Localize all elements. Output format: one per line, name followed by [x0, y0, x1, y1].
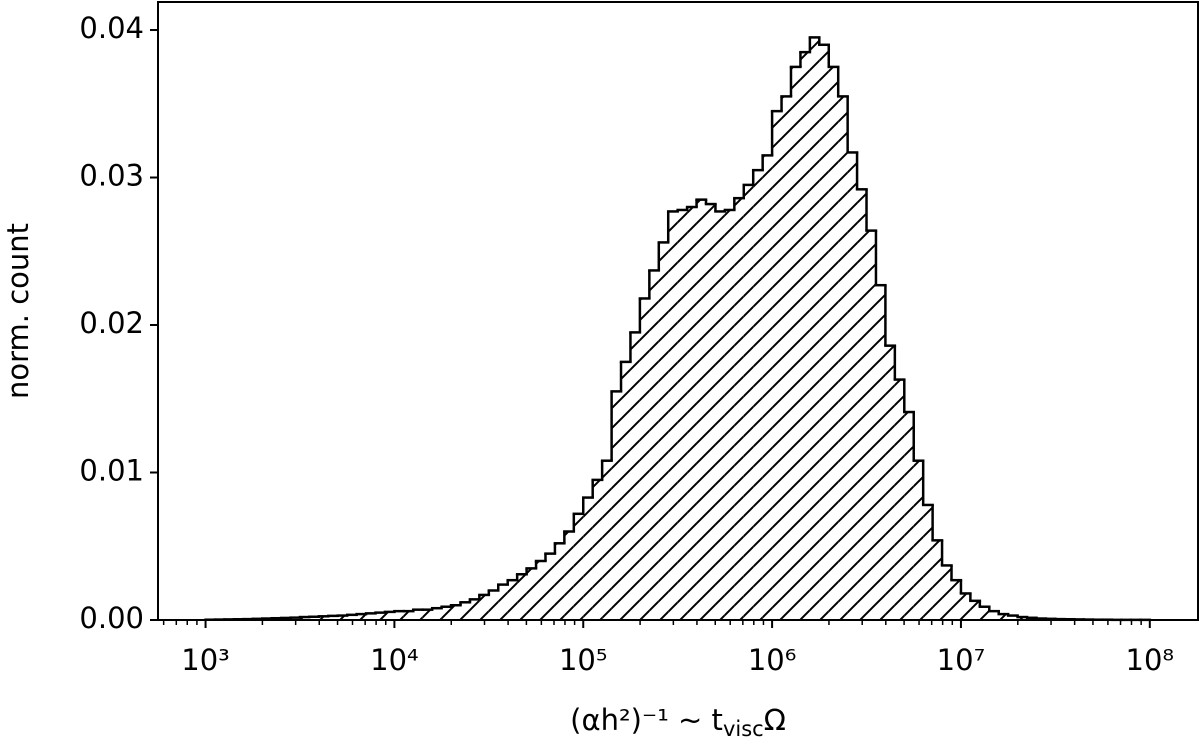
bar: [932, 540, 943, 620]
bar: [469, 599, 480, 620]
bar: [706, 204, 716, 620]
bar: [309, 616, 319, 620]
bar: [743, 184, 754, 620]
bar: [356, 614, 367, 620]
bar: [413, 609, 423, 620]
bar: [460, 602, 470, 620]
x-tick-label: 10⁷: [937, 643, 986, 677]
bar: [451, 605, 461, 620]
bar: [942, 565, 952, 620]
bar: [687, 207, 697, 620]
bar: [592, 479, 603, 620]
bar: [857, 189, 867, 620]
bar: [979, 606, 990, 620]
bar: [517, 574, 527, 620]
bar: [536, 561, 546, 620]
bar: [819, 44, 829, 621]
bar: [554, 543, 565, 620]
x-tick-label: 10³: [181, 643, 230, 677]
bar: [649, 270, 659, 620]
bar: [772, 111, 782, 621]
bar: [621, 361, 631, 620]
bar: [299, 617, 310, 620]
bar: [989, 611, 999, 620]
x-tick-label: 10⁴: [370, 643, 419, 677]
bar: [441, 606, 452, 620]
bar: [828, 66, 839, 620]
x-tick-label: 10⁵: [559, 643, 608, 677]
bar: [384, 611, 395, 620]
bar: [696, 199, 707, 620]
bar: [583, 497, 593, 620]
bar: [923, 504, 933, 620]
bar: [1008, 615, 1018, 620]
y-tick-label: 0.03: [79, 159, 144, 193]
y-axis-label: norm. count: [1, 223, 35, 399]
x-axis-label-sub: visc: [723, 717, 764, 741]
bar: [715, 211, 725, 620]
bar: [951, 580, 961, 620]
bar: [488, 590, 499, 620]
bar: [498, 584, 508, 620]
bar: [866, 230, 876, 620]
bar: [507, 580, 518, 620]
bar: [847, 152, 858, 620]
bar: [762, 155, 773, 620]
bar: [545, 553, 555, 620]
bar: [347, 614, 357, 620]
bar: [724, 209, 735, 620]
axes-frame: [157, 1, 1199, 621]
bar: [894, 379, 905, 620]
y-tick-label: 0.01: [79, 454, 144, 488]
bar: [800, 52, 810, 621]
bar: [904, 412, 914, 620]
bar: [677, 209, 688, 620]
bar: [422, 609, 433, 620]
bar: [913, 460, 924, 620]
bar: [668, 211, 678, 620]
bar: [318, 616, 329, 620]
x-tick-label: 10⁸: [1126, 643, 1175, 677]
bar: [734, 198, 744, 621]
bar: [658, 242, 669, 620]
bar: [1017, 617, 1028, 620]
x-axis-label-main: (αh²)⁻¹ ~ t: [570, 703, 723, 737]
bar: [366, 613, 376, 620]
bar: [337, 615, 348, 620]
bar: [885, 345, 895, 620]
y-tick-label: 0.04: [79, 11, 144, 45]
y-tick-label: 0.02: [79, 306, 144, 340]
bar: [573, 513, 584, 620]
bar: [630, 332, 640, 620]
bar: [639, 298, 650, 620]
bar: [809, 37, 820, 621]
x-axis-label-end: Ω: [764, 703, 786, 737]
bar: [875, 285, 886, 620]
bar: [970, 600, 980, 620]
bar: [432, 608, 442, 620]
bar: [753, 170, 763, 621]
bar: [790, 66, 801, 620]
x-axis-label: (αh²)⁻¹ ~ tviscΩ: [570, 703, 786, 741]
bar: [960, 593, 971, 620]
bar: [479, 594, 489, 620]
plot-area: [204, 36, 1152, 622]
bar: [375, 612, 385, 620]
bar: [602, 460, 612, 620]
bar: [611, 391, 622, 620]
bar: [781, 96, 791, 620]
bar: [564, 531, 574, 620]
bar: [328, 615, 338, 620]
x-tick-label: 10⁶: [748, 643, 797, 677]
bar: [526, 568, 537, 620]
bar: [394, 611, 404, 620]
bar: [403, 611, 414, 620]
bar: [998, 614, 1009, 620]
bar: [838, 96, 848, 620]
y-tick-label: 0.00: [79, 601, 144, 635]
